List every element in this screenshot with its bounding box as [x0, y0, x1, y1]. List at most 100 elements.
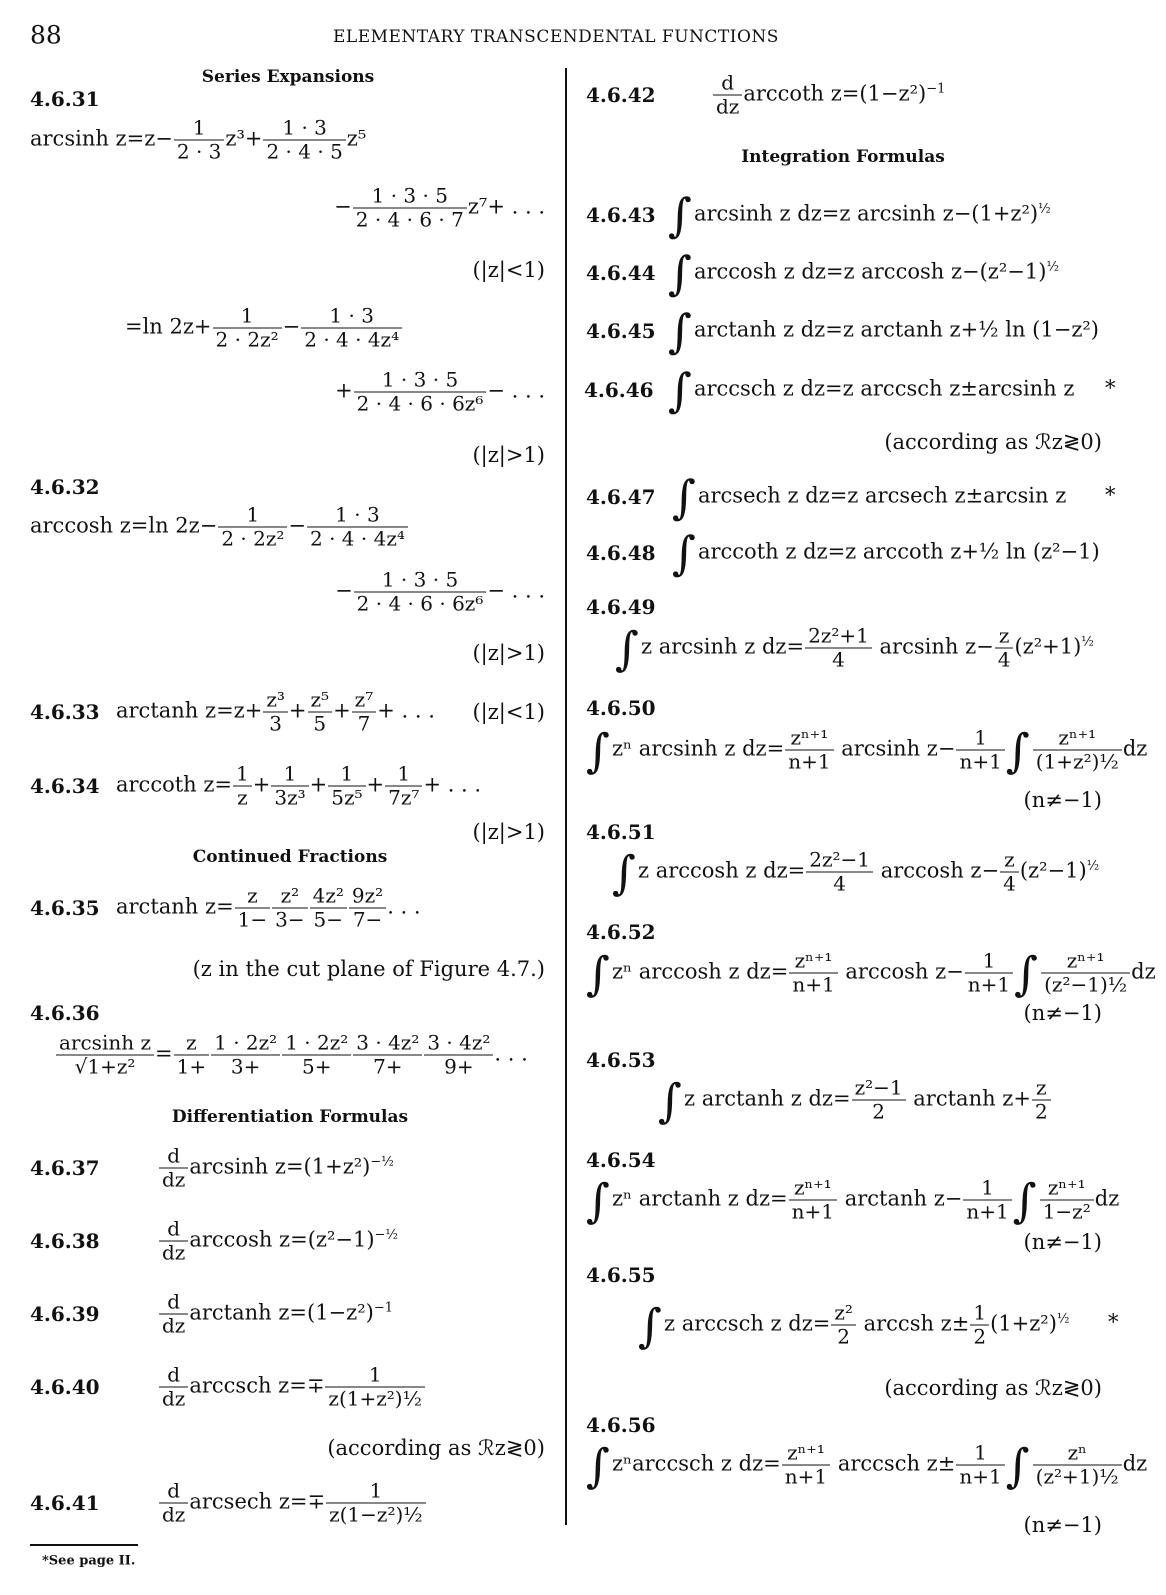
equation-label: 4.6.40	[30, 1375, 100, 1399]
numerator: 1 · 3 · 5	[353, 568, 487, 593]
denominator: z(1+z²)½	[328, 1386, 422, 1411]
math-text: arctanh z dz=z arctanh z+½ ln (1−z²)	[693, 317, 1099, 342]
equation-label: 4.6.53	[586, 1048, 656, 1072]
equation-4652: ∫zⁿ arccosh z dz= zⁿ⁺¹ n+1 arccosh z− 1 n+1 ∫…	[586, 946, 1156, 1000]
fraction: z²−1 2	[851, 1076, 906, 1124]
equation-label: 4.6.35	[30, 896, 100, 920]
equation-label: 4.6.47	[586, 485, 656, 509]
integral-sign: ∫	[1014, 946, 1039, 1000]
math-text: −	[282, 314, 301, 339]
numerator: z⁷	[351, 688, 377, 713]
equation-label: 4.6.49	[586, 595, 656, 619]
fraction: 3 · 4z² 7+	[353, 1031, 423, 1079]
equation-4656: ∫zⁿarccsch z dz= zⁿ⁺¹ n+1 arccsch z± 1 n+1 ∫ z…	[586, 1441, 1148, 1489]
equation-label: 4.6.56	[586, 1413, 656, 1437]
math-text: arccsh z±	[856, 1311, 970, 1336]
numerator: z²	[831, 1301, 856, 1326]
math-text: arccosh z dz=z arccosh z−(z²−1)	[693, 259, 1047, 284]
denominator: 5−	[313, 907, 344, 932]
equation-label: 4.6.36	[30, 1001, 100, 1025]
exponent: ½	[1038, 201, 1051, 217]
denominator: 2 · 4 · 5	[266, 139, 343, 164]
numerator: zⁿ⁺¹	[785, 726, 834, 751]
numerator: z	[1000, 848, 1019, 873]
numerator: zⁿ⁺¹	[781, 1441, 831, 1466]
numerator: d	[159, 1217, 189, 1242]
math-text: z⁷+ . . .	[467, 194, 545, 219]
fraction: zⁿ (z²+1)½	[1032, 1441, 1122, 1489]
denominator: n+1	[788, 749, 831, 774]
numerator: 1 · 2z²	[282, 1031, 352, 1056]
fraction: d dz	[159, 1290, 189, 1338]
equation-label: 4.6.46	[584, 378, 654, 402]
numerator: 1	[271, 762, 309, 787]
denominator: 5z⁵	[331, 785, 363, 810]
fraction: 1 n+1	[963, 1176, 1012, 1224]
denominator: 4	[832, 647, 845, 672]
heading-continued-fractions: Continued Fractions	[192, 847, 388, 867]
math-text: arctanh z=z+	[116, 698, 263, 723]
math-text: arccosh z=ln 2z−	[30, 513, 218, 538]
numerator: 1 · 3	[301, 304, 403, 329]
footnote-star: *	[1108, 1310, 1119, 1334]
denominator: 2	[973, 1324, 987, 1349]
denominator: 2 · 4 · 4z⁴	[304, 327, 400, 352]
page-number: 88	[30, 20, 62, 50]
denominator: 7	[357, 711, 371, 736]
math-text: −	[335, 578, 353, 603]
equation-label: 4.6.34	[30, 774, 100, 798]
math-text: +	[366, 772, 385, 797]
numerator: 9z²	[348, 884, 387, 909]
math-text: arctanh z=(1−z²)	[189, 1300, 374, 1325]
numerator: zⁿ⁺¹	[1041, 949, 1131, 974]
math-text: −	[288, 513, 306, 538]
math-text: − . . .	[487, 378, 545, 403]
equation-4645: ∫arctanh z dz=z arctanh z+½ ln (1−z²)	[668, 308, 1099, 354]
denominator: n+1	[784, 1464, 828, 1489]
condition: (according as ℛz≷0)	[884, 430, 1102, 454]
condition: (|z|>1)	[472, 820, 545, 844]
math-text: dz	[1122, 1451, 1148, 1476]
equation-label: 4.6.52	[586, 920, 656, 944]
fraction: 1 · 2z² 3+	[211, 1031, 281, 1079]
fraction: d dz	[159, 1144, 189, 1192]
exponent: −1	[926, 81, 946, 97]
equation-label: 4.6.39	[30, 1302, 100, 1326]
numerator: zⁿ⁺¹	[1039, 1176, 1094, 1201]
fraction: 4z² 5−	[309, 884, 347, 932]
running-title: ELEMENTARY TRANSCENDENTAL FUNCTIONS	[333, 27, 779, 47]
equation-4636: arcsinh z √1+z² = z 1+ 1 · 2z² 3+ 1 · 2z² 5+ 3 · …	[55, 1031, 528, 1079]
integral-sign: ∫	[1012, 1173, 1037, 1227]
denominator: 7+	[373, 1054, 403, 1079]
numerator: zⁿ⁺¹	[1032, 726, 1122, 751]
integral-sign: ∫	[672, 470, 696, 524]
denominator: 2	[872, 1099, 885, 1124]
numerator: 4z²	[309, 884, 347, 909]
condition: (n≠−1)	[1023, 1001, 1102, 1025]
equation-label: 4.6.50	[586, 696, 656, 720]
denominator: n+1	[791, 1199, 835, 1224]
numerator: d	[159, 1363, 189, 1388]
numerator: 1	[385, 762, 423, 787]
denominator: 2 · 3	[176, 139, 222, 164]
denominator: 2	[1034, 1099, 1048, 1124]
math-text: arctanh z+	[906, 1086, 1031, 1111]
fraction: d dz	[159, 1217, 189, 1265]
heading-differentiation-formulas: Differentiation Formulas	[171, 1107, 409, 1127]
denominator: 5+	[301, 1054, 332, 1079]
denominator: 2 · 4 · 6 · 7	[355, 207, 464, 232]
math-text: z arctanh z dz=	[683, 1086, 851, 1111]
math-text: +	[288, 698, 307, 723]
numerator: 1	[325, 1363, 425, 1388]
integral-sign: ∫	[586, 946, 610, 1000]
numerator: 3 · 4z²	[424, 1031, 494, 1056]
numerator: 2z²−1	[806, 848, 874, 873]
